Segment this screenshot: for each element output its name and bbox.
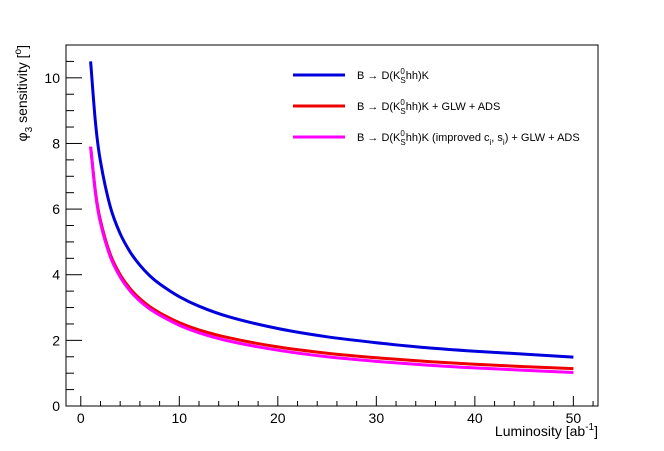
axis-ticks [66,60,594,407]
plot-frame [65,44,599,407]
x-tick-label: 40 [467,410,483,426]
series-line-1 [89,61,574,359]
x-axis-title: Luminosity [ab-1] [495,422,598,439]
x-tick-label: 10 [172,410,188,426]
x-tick-label: 20 [270,410,286,426]
y-axis-title: φ3 sensitivity [o] [13,45,35,141]
legend: B → D(K0 Shh)K B → D(K0 Shh)K + GLW + ADS B … [293,67,580,147]
series-line-2 [89,146,574,371]
y-tick-label: 6 [52,201,60,217]
x-tick-label: 0 [77,410,85,426]
series-line-3 [89,146,574,374]
series-lines [89,61,574,374]
y-tick-label: 10 [44,70,60,86]
legend-label-1: B → D(K0 Shh)K [357,67,430,85]
y-tick-label: 4 [52,267,60,283]
legend-label-2: B → D(K0 Shh)K + GLW + ADS [357,98,500,116]
y-tick-label: 8 [52,135,60,151]
legend-label-3: B → D(K0 Shh)K (improved ci, si) + GLW + … [357,129,580,147]
tick-labels: 0 10 20 30 40 50 0 2 4 6 8 10 [44,70,581,426]
x-tick-label: 30 [369,410,385,426]
x-tick-label: 50 [566,410,582,426]
y-tick-label: 2 [52,332,60,348]
y-tick-label: 0 [52,398,60,414]
